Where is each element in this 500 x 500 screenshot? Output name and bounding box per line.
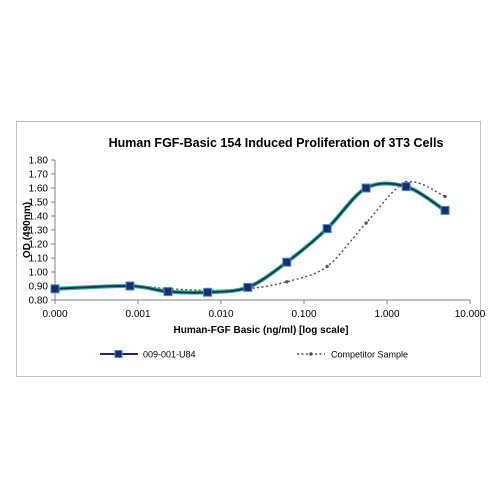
y-tick-label: 0.80	[29, 296, 49, 307]
x-tick-label: 10.000	[455, 309, 486, 320]
y-tick-label: 1.70	[29, 170, 49, 181]
y-tick-label: 1.00	[29, 268, 49, 279]
x-tick-label: 0.100	[291, 309, 316, 320]
data-point-009-001-u84	[203, 287, 213, 297]
y-tick-label: 1.50	[29, 198, 49, 209]
data-point-009-001-u84	[401, 182, 411, 192]
data-point-009-001-u84	[322, 224, 332, 234]
y-tick-labels: 0.80 0.90 1.00 1.10 1.20 1.30 1.40 1.50 1.60 1.70…	[29, 156, 49, 307]
data-point-009-001-u84	[440, 205, 450, 215]
x-tick-label: 0.001	[125, 309, 150, 320]
chart-title: Human FGF-Basic 154 Induced Proliferatio…	[109, 136, 444, 150]
y-tick-label: 0.90	[29, 282, 49, 293]
data-point-009-001-u84	[50, 284, 60, 294]
y-tick-label: 1.30	[29, 226, 49, 237]
y-tick-label: 1.20	[29, 240, 49, 251]
y-tick-label: 1.60	[29, 184, 49, 195]
axes	[51, 159, 471, 304]
x-tick-labels: 0.000 0.001 0.010 0.100 1.000 10.000	[42, 309, 485, 320]
legend: 009-001-U84 Competitor Sample	[100, 350, 408, 360]
series-line-competitor-sample	[54, 180, 446, 291]
chart-frame	[16, 121, 481, 377]
data-point-009-001-u84	[163, 287, 173, 297]
legend-marker-009-001-u84	[114, 350, 123, 358]
x-tick-label: 1.000	[374, 309, 399, 320]
legend-label-009-001-u84: 009-001-U84	[143, 350, 196, 360]
data-point-009-001-u84	[243, 282, 253, 292]
data-point-competitor-sample	[285, 280, 289, 284]
x-tick-label: 0.000	[42, 309, 67, 320]
data-point-009-001-u84	[125, 281, 135, 291]
series-line-009-001-u84	[54, 182, 446, 294]
data-point-competitor-sample	[443, 194, 447, 199]
y-tick-label: 1.10	[29, 254, 49, 265]
data-point-competitor-sample	[325, 264, 329, 269]
x-tick-label: 0.010	[208, 309, 233, 320]
series-layer	[50, 180, 450, 297]
x-axis-title: Human-FGF Basic (ng/ml) [log scale]	[173, 325, 348, 336]
y-tick-label: 1.40	[29, 212, 49, 223]
y-axis-title: OD (490nm)	[22, 202, 33, 258]
data-point-competitor-sample	[364, 221, 368, 225]
legend-marker-competitor-sample	[309, 352, 313, 356]
legend-label-competitor-sample: Competitor Sample	[331, 350, 408, 360]
y-tick-label: 1.80	[29, 156, 49, 167]
data-point-009-001-u84	[361, 183, 371, 193]
data-point-009-001-u84	[282, 257, 292, 267]
